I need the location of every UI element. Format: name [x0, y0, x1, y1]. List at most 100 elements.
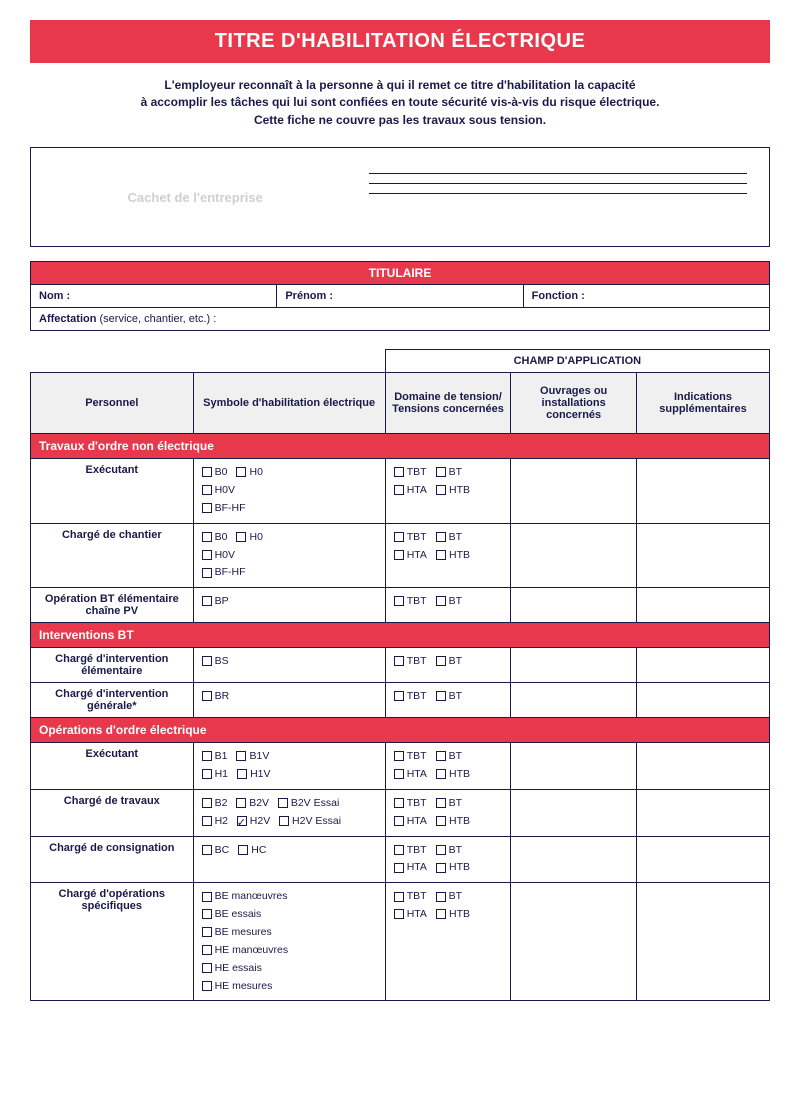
checkbox[interactable] — [202, 816, 212, 826]
checkbox[interactable] — [202, 691, 212, 701]
titulaire-table: TITULAIRE Nom : Prénom : Fonction : Affe… — [30, 261, 770, 331]
checkbox[interactable] — [202, 532, 212, 542]
checkbox[interactable] — [394, 863, 404, 873]
col-personnel: Personnel — [31, 373, 194, 434]
checkbox[interactable] — [394, 656, 404, 666]
checkbox[interactable] — [202, 981, 212, 991]
checkbox[interactable] — [202, 751, 212, 761]
table-row: Chargé d'opérations spécifiques BE manœu… — [31, 883, 770, 1001]
checkbox[interactable] — [436, 816, 446, 826]
checkbox[interactable] — [436, 769, 446, 779]
checkbox[interactable] — [394, 485, 404, 495]
table-row: Chargé d'intervention générale* BR TBT B… — [31, 683, 770, 718]
checkbox[interactable] — [436, 845, 446, 855]
checkbox[interactable] — [202, 467, 212, 477]
intro-line-3: Cette fiche ne couvre pas les travaux so… — [254, 113, 546, 127]
personnel-cell: Chargé de travaux — [31, 789, 194, 836]
section-2: Interventions BT — [31, 623, 770, 648]
checkbox[interactable] — [394, 532, 404, 542]
checkbox[interactable] — [394, 892, 404, 902]
checkbox[interactable] — [202, 485, 212, 495]
checkbox[interactable] — [436, 485, 446, 495]
stamp-box: Cachet de l'entreprise — [30, 147, 770, 247]
checkbox[interactable] — [394, 751, 404, 761]
checkbox[interactable] — [394, 845, 404, 855]
checkbox[interactable] — [202, 845, 212, 855]
checkbox[interactable] — [436, 596, 446, 606]
checkbox[interactable] — [237, 816, 247, 826]
fonction-label: Fonction : — [532, 290, 585, 302]
affectation-label: Affectation — [39, 313, 96, 325]
personnel-cell: Exécutant — [31, 459, 194, 524]
checkbox[interactable] — [202, 927, 212, 937]
personnel-cell: Chargé d'opérations spécifiques — [31, 883, 194, 1001]
checkbox[interactable] — [279, 816, 289, 826]
champ-header: CHAMP D'APPLICATION — [385, 350, 769, 373]
personnel-cell: Chargé d'intervention élémentaire — [31, 648, 194, 683]
checkbox[interactable] — [202, 963, 212, 973]
page-title: TITRE D'HABILITATION ÉLECTRIQUE — [30, 20, 770, 63]
stamp-placeholder: Cachet de l'entreprise — [31, 148, 359, 246]
checkbox[interactable] — [202, 798, 212, 808]
checkbox[interactable] — [236, 751, 246, 761]
checkbox[interactable] — [202, 945, 212, 955]
checkbox[interactable] — [436, 656, 446, 666]
checkbox[interactable] — [436, 892, 446, 902]
checkbox[interactable] — [237, 769, 247, 779]
section-1: Travaux d'ordre non électrique — [31, 434, 770, 459]
checkbox[interactable] — [394, 798, 404, 808]
checkbox[interactable] — [394, 691, 404, 701]
checkbox[interactable] — [436, 863, 446, 873]
checkbox[interactable] — [202, 596, 212, 606]
col-ouvrages: Ouvrages ou installations concernés — [511, 373, 637, 434]
domain-cell: TBT BT HTA HTB — [385, 459, 511, 524]
table-row: Opération BT élémentaire chaîne PV BP TB… — [31, 588, 770, 623]
section-3: Opérations d'ordre électrique — [31, 718, 770, 743]
checkbox[interactable] — [436, 798, 446, 808]
checkbox[interactable] — [278, 798, 288, 808]
checkbox[interactable] — [202, 892, 212, 902]
checkbox[interactable] — [436, 909, 446, 919]
checkbox[interactable] — [236, 532, 246, 542]
checkbox[interactable] — [202, 550, 212, 560]
checkbox[interactable] — [236, 798, 246, 808]
checkbox[interactable] — [394, 467, 404, 477]
intro-line-2: à accomplir les tâches qui lui sont conf… — [141, 95, 660, 109]
intro-text: L'employeur reconnaît à la personne à qu… — [80, 77, 720, 129]
checkbox[interactable] — [394, 909, 404, 919]
personnel-cell: Opération BT élémentaire chaîne PV — [31, 588, 194, 623]
checkbox[interactable] — [394, 550, 404, 560]
symbol-cell: B0 H0 H0V BF-HF — [193, 459, 385, 524]
col-indications: Indications supplémentaires — [636, 373, 769, 434]
checkbox[interactable] — [436, 467, 446, 477]
personnel-cell: Exécutant — [31, 743, 194, 790]
checkbox[interactable] — [436, 532, 446, 542]
intro-line-1: L'employeur reconnaît à la personne à qu… — [164, 78, 635, 92]
affectation-hint: (service, chantier, etc.) : — [96, 313, 216, 325]
table-row: Chargé de consignation BC HC TBT BT HTA … — [31, 836, 770, 883]
personnel-cell: Chargé d'intervention générale* — [31, 683, 194, 718]
nom-label: Nom : — [39, 290, 70, 302]
checkbox[interactable] — [202, 769, 212, 779]
signature-lines — [359, 148, 769, 246]
checkbox[interactable] — [394, 816, 404, 826]
checkbox[interactable] — [202, 656, 212, 666]
checkbox[interactable] — [394, 596, 404, 606]
checkbox[interactable] — [394, 769, 404, 779]
table-row: Chargé d'intervention élémentaire BS TBT… — [31, 648, 770, 683]
table-row: Chargé de chantier B0 H0 H0V BF-HF TBT B… — [31, 523, 770, 588]
checkbox[interactable] — [202, 909, 212, 919]
table-row: Exécutant B1 B1V H1 H1V TBT BT HTA HTB — [31, 743, 770, 790]
col-symbole: Symbole d'habilitation électrique — [193, 373, 385, 434]
checkbox[interactable] — [238, 845, 248, 855]
checkbox[interactable] — [436, 691, 446, 701]
checkbox[interactable] — [236, 467, 246, 477]
prenom-label: Prénom : — [285, 290, 333, 302]
personnel-cell: Chargé de chantier — [31, 523, 194, 588]
checkbox[interactable] — [202, 503, 212, 513]
checkbox[interactable] — [202, 568, 212, 578]
table-row: Exécutant B0 H0 H0V BF-HF TBT BT HTA HTB — [31, 459, 770, 524]
personnel-cell: Chargé de consignation — [31, 836, 194, 883]
checkbox[interactable] — [436, 550, 446, 560]
checkbox[interactable] — [436, 751, 446, 761]
